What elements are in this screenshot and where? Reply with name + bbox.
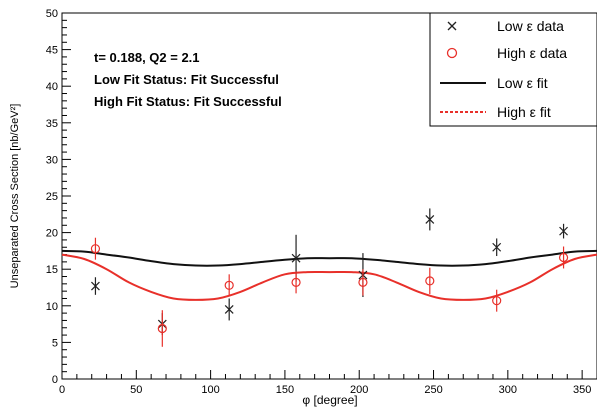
low-epsilon-data-point: [224, 298, 234, 321]
x-tick-label: 150: [276, 384, 294, 396]
low-epsilon-fit-curve: [61, 249, 597, 267]
low-epsilon-data-point: [559, 223, 568, 239]
legend-label-low-data: Low ε data: [497, 18, 564, 34]
high-epsilon-data-point: [90, 237, 101, 260]
low-epsilon-data-point: [425, 208, 435, 231]
y-tick-label: 0: [52, 374, 58, 386]
x-tick-label: 300: [499, 384, 517, 396]
y-tick-label: 35: [46, 118, 58, 130]
high-epsilon-data-point: [558, 246, 569, 269]
y-tick-label: 15: [46, 264, 58, 276]
circle-marker: [224, 280, 234, 290]
high-epsilon-data-point: [492, 289, 502, 312]
circle-marker: [425, 276, 435, 286]
cross-marker-stroke: [425, 214, 435, 224]
y-tick-label: 40: [46, 81, 58, 93]
high-epsilon-data-point: [157, 310, 167, 347]
annotation-low-fit-status: Low Fit Status: Fit Successful: [94, 72, 279, 87]
x-tick-label: 350: [573, 384, 591, 396]
series-layer: [61, 208, 597, 347]
circle-marker: [157, 323, 167, 334]
legend-label-low-fit: Low ε fit: [497, 75, 548, 91]
cross-marker-stroke: [492, 242, 502, 252]
y-tick-label: 30: [46, 154, 58, 166]
y-tick-label: 10: [46, 301, 58, 313]
low-epsilon-data-point: [91, 277, 100, 295]
x-tick-label: 0: [59, 384, 65, 396]
legend-label-high-data: High ε data: [497, 45, 567, 61]
circle-marker: [291, 277, 301, 287]
y-tick-label: 5: [52, 337, 58, 349]
x-tick-label: 200: [350, 384, 368, 396]
y-tick-label: 20: [46, 228, 58, 240]
y-tick-label: 45: [46, 45, 58, 57]
circle-marker: [558, 252, 569, 263]
y-axis-label: Unseparated Cross Section [nb/GeV²]: [9, 104, 21, 289]
cross-marker-stroke: [224, 305, 234, 314]
x-tick-label: 250: [424, 384, 442, 396]
circle-marker: [358, 277, 368, 287]
y-tick-label: 25: [46, 191, 58, 203]
legend-marker-high-data: [446, 47, 458, 59]
legend-marker-low-data: [447, 21, 457, 31]
high-epsilon-data-point: [358, 269, 368, 296]
high-epsilon-data-point: [224, 274, 234, 297]
y-tick-label: 50: [46, 8, 58, 20]
high-epsilon-fit-curve: [61, 253, 597, 301]
cross-marker-stroke: [91, 281, 100, 291]
high-epsilon-data-point: [291, 271, 301, 294]
legend: Low ε data High ε data Low ε fit High ε …: [429, 12, 597, 127]
circle-marker: [90, 244, 101, 254]
circle-marker: [492, 296, 502, 306]
cross-marker-stroke: [559, 226, 568, 236]
low-epsilon-data-point: [492, 238, 502, 257]
high-epsilon-data-point: [425, 267, 435, 295]
x-tick-label: 50: [130, 384, 142, 396]
annotation-high-fit-status: High Fit Status: Fit Successful: [94, 94, 282, 109]
axis-ticks: 0 50 100 150 200 250 300 350 0 5 10 15 20 25 30 35 40 45 5…: [46, 8, 597, 396]
cross-marker-stroke: [291, 253, 301, 263]
legend-box: [429, 12, 597, 127]
x-axis-label: φ [degree]: [302, 393, 357, 407]
legend-label-high-fit: High ε fit: [497, 104, 551, 120]
x-tick-label: 100: [201, 384, 219, 396]
annotation-kinematics: t= 0.188, Q2 = 2.1: [94, 50, 200, 65]
